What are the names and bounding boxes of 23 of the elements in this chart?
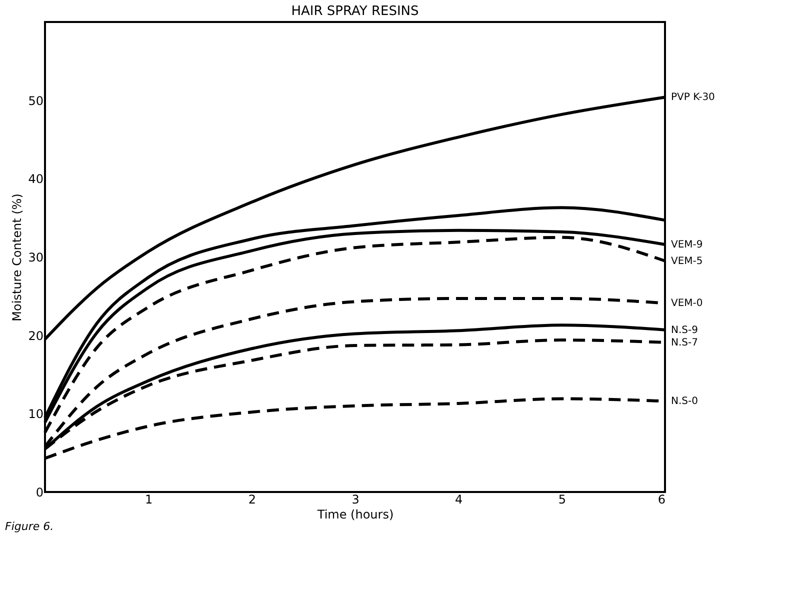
x-tick-label: 3 [352, 492, 360, 506]
series-label: VEM-5 [671, 256, 703, 267]
series-label: VEM-0 [671, 298, 703, 310]
series-label: N.S-9 [671, 324, 698, 336]
x-tick-label: 5 [558, 492, 566, 506]
x-tick-label: 1 [145, 492, 153, 506]
x-tick-label: 4 [455, 492, 463, 506]
series-label: N.S-0 [671, 396, 698, 408]
y-tick-label: 30 [28, 250, 44, 264]
x-tick-label: 2 [248, 492, 256, 506]
x-tick-label: 6 [658, 492, 666, 506]
series-label: PVP K-30 [671, 92, 715, 104]
y-tick-label: 10 [28, 407, 44, 422]
y-tick-label: 20 [28, 328, 44, 343]
chart-title: HAIR SPRAY RESINS [291, 4, 419, 19]
y-tick-label: 50 [28, 94, 44, 108]
y-axis-title: Moisture Content (%) [10, 194, 24, 322]
series-label: VEM-9 [671, 239, 703, 250]
y-tick-label: 0 [36, 486, 44, 500]
series-label: N.S-7 [671, 337, 698, 348]
y-tick-label: 40 [28, 172, 44, 186]
x-axis-title: Time (hours) [316, 508, 394, 522]
caption: Figure 6. [5, 520, 54, 533]
